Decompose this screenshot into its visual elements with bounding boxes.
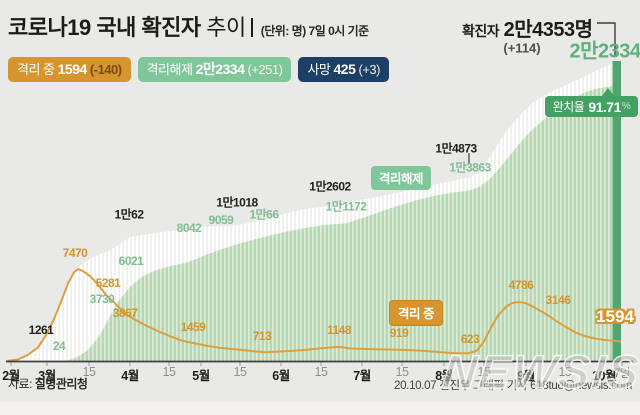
data-source: 자료: 질병관리청 bbox=[8, 375, 88, 392]
badge-value: 1594 bbox=[57, 61, 88, 77]
confirmed-callout-bracket bbox=[597, 22, 616, 56]
latest-day-bar bbox=[612, 61, 621, 361]
badge-label: 사망 bbox=[307, 62, 331, 77]
source-name: 질병관리청 bbox=[34, 377, 88, 391]
confirmed-total-label: 확진자 bbox=[462, 23, 500, 39]
confirmed-total: 확진자 2만4353명 bbox=[462, 13, 593, 42]
cure-rate-value: 91.71 bbox=[588, 98, 621, 115]
source-label: 자료: bbox=[8, 377, 32, 391]
unit-note: (단위: 명) 7일 0시 기준 bbox=[260, 24, 369, 38]
final-active-value: 1594 bbox=[596, 307, 634, 326]
badge-delta: (+251) bbox=[247, 62, 283, 77]
badge-released: 격리해제 2만2334 (+251) bbox=[137, 57, 292, 82]
badge-value: 425 bbox=[333, 61, 356, 77]
status-badges: 격리 중 1594 (-140) 격리해제 2만2334 (+251) 사망 4… bbox=[8, 57, 389, 82]
badge-quarantine-active: 격리 중 1594 (-140) bbox=[8, 57, 131, 82]
cure-rate-pointer bbox=[601, 88, 615, 97]
badge-delta: (-140) bbox=[89, 62, 122, 77]
badge-label: 격리해제 bbox=[146, 62, 193, 77]
badge-value: 2만2334 bbox=[195, 61, 245, 77]
final-released-value: 2만2334 bbox=[569, 40, 640, 63]
badge-deaths: 사망 425 (+3) bbox=[298, 57, 389, 82]
series-label-active: 격리 중 bbox=[389, 300, 443, 326]
confirmed-total-value: 2만4353명 bbox=[503, 19, 593, 41]
released-area bbox=[68, 85, 621, 362]
badge-delta: (+3) bbox=[358, 62, 380, 77]
page-title: 코로나19 국내 확진자 추이 (단위: 명) 7일 0시 기준 bbox=[8, 10, 369, 42]
cure-rate-label: 완치율 bbox=[552, 100, 585, 114]
title-divider bbox=[250, 18, 253, 37]
active-line bbox=[7, 268, 621, 362]
cure-rate-unit: % bbox=[621, 101, 631, 112]
confirmed-total-delta: (+114) bbox=[503, 40, 541, 56]
series-label-released: 격리해제 bbox=[371, 166, 432, 190]
title-part1: 코로나19 bbox=[8, 15, 91, 40]
bottom-margin bbox=[0, 402, 640, 415]
badge-label: 격리 중 bbox=[17, 62, 55, 77]
title-part3: 추이 bbox=[206, 15, 246, 40]
title-part2: 국내 확진자 bbox=[96, 15, 201, 40]
cure-rate-badge: 완치율 91.71 % bbox=[545, 96, 638, 117]
credit-line: 20.10.07 전진우 그래픽 기자 618tue@newsis.com bbox=[393, 380, 632, 392]
